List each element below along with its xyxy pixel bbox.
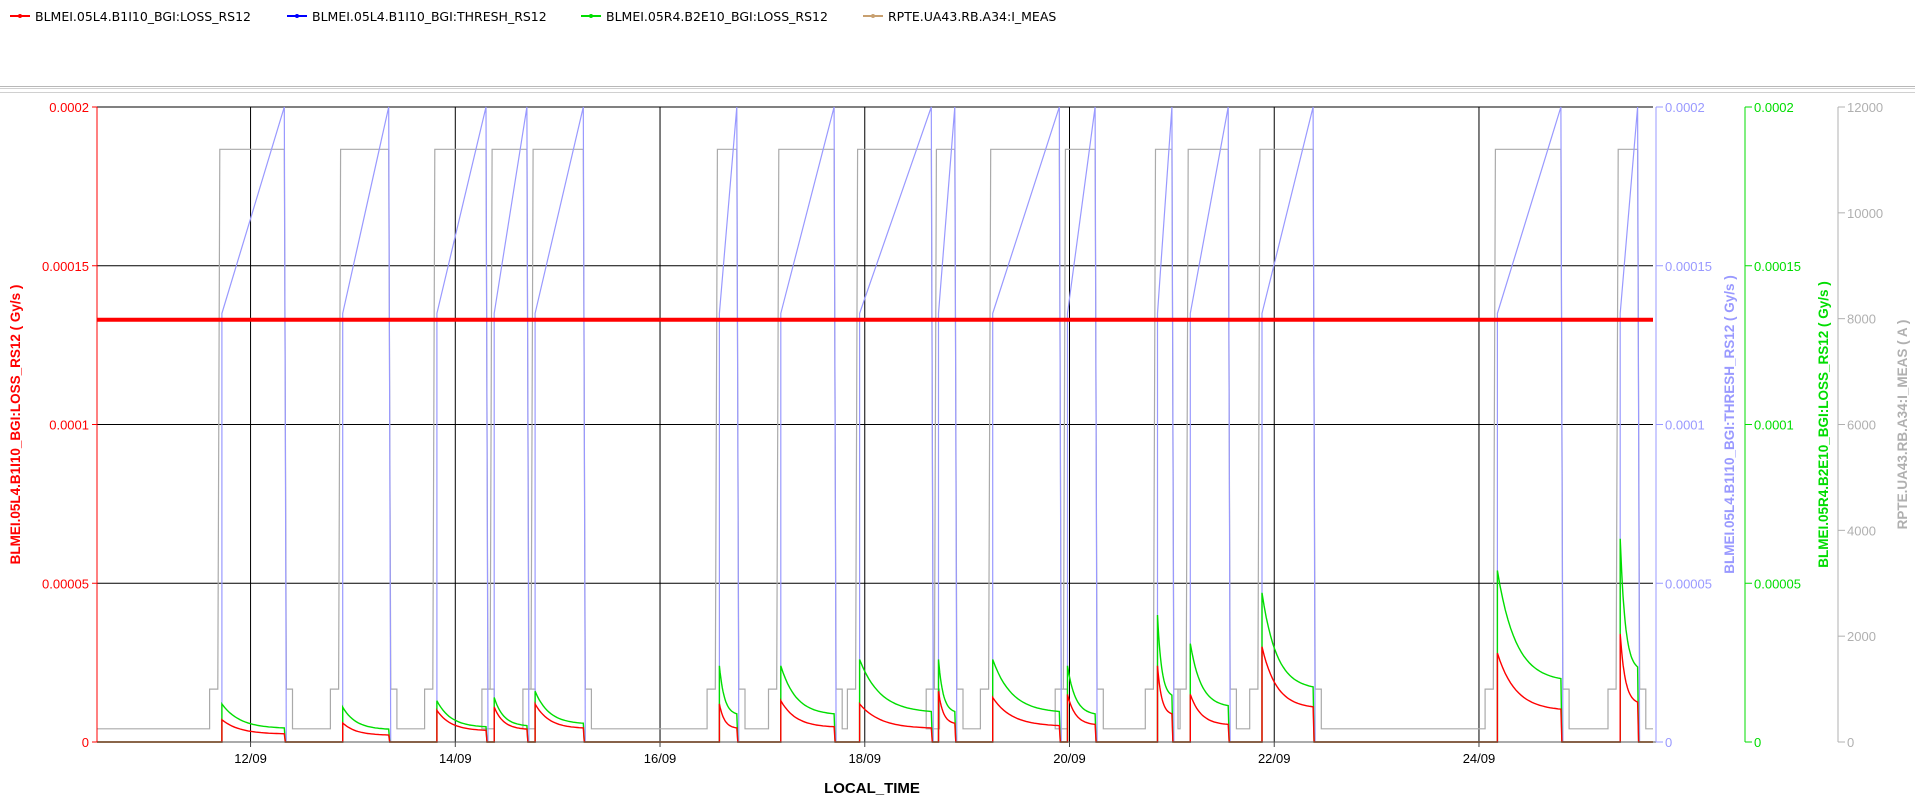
legend-label: BLMEI.05R4.B2E10_BGI:LOSS_RS12 [606, 8, 828, 24]
right-tick-label: 0 [1754, 735, 1761, 750]
left-tick-label: 0.0001 [49, 418, 89, 433]
right-tick-label: 0 [1847, 735, 1854, 750]
legend-swatch-green [581, 8, 601, 24]
right-tick-label: 4000 [1847, 523, 1876, 538]
legend-swatch-red [10, 8, 30, 24]
right-tick-label: 12000 [1847, 100, 1883, 115]
right-tick-label: 0.00015 [1754, 259, 1801, 274]
left-tick-label: 0.00015 [42, 259, 89, 274]
legend-separator [0, 88, 1915, 93]
right-tick-label: 0.00015 [1665, 259, 1712, 274]
right-tick-label: 6000 [1847, 418, 1876, 433]
right-tick-label: 0 [1665, 735, 1672, 750]
right-axis-title: BLMEI.05L4.B1I10_BGI:THRESH_RS12 ( Gy/s … [1722, 275, 1737, 574]
right-tick-label: 0.0001 [1754, 418, 1794, 433]
x-tick-label: 12/09 [234, 751, 267, 766]
x-axis-label: LOCAL_TIME [824, 780, 920, 795]
axes: 12/09 14/09 16/09 18/09 20/09 22/09 24/09 0 0.00… [8, 100, 1910, 766]
right-tick-label: 2000 [1847, 629, 1876, 644]
legend-swatch-blue [287, 8, 307, 24]
right-axis-title: RPTE.UA43.RB.A34:I_MEAS ( A ) [1895, 320, 1910, 530]
right-axis-title: BLMEI.05R4.B2E10_BGI:LOSS_RS12 ( Gy/s ) [1816, 281, 1831, 568]
right-tick-label: 10000 [1847, 206, 1883, 221]
chart-area: 12/09 14/09 16/09 18/09 20/09 22/09 24/09 0 0.00… [8, 100, 1910, 795]
right-tick-label: 0.00005 [1754, 576, 1801, 591]
right-tick-label: 0.0002 [1665, 100, 1705, 115]
x-tick-label: 24/09 [1463, 751, 1496, 766]
x-tick-label: 20/09 [1053, 751, 1086, 766]
x-tick-label: 22/09 [1258, 751, 1291, 766]
legend-entry-loss-r4: BLMEI.05R4.B2E10_BGI:LOSS_RS12 [581, 8, 828, 24]
right-tick-label: 0.0001 [1665, 418, 1705, 433]
legend-entry-thresh-l4: BLMEI.05L4.B1I10_BGI:THRESH_RS12 [287, 8, 547, 24]
legend-bar: BLMEI.05L4.B1I10_BGI:LOSS_RS12 BLMEI.05L… [0, 0, 1915, 87]
legend-label: BLMEI.05L4.B1I10_BGI:LOSS_RS12 [35, 8, 251, 24]
left-tick-label: 0 [82, 735, 89, 750]
right-tick-label: 0.0002 [1754, 100, 1794, 115]
left-axis-title: BLMEI.05L4.B1I10_BGI:LOSS_RS12 ( Gy/s ) [8, 285, 23, 565]
legend-label: BLMEI.05L4.B1I10_BGI:THRESH_RS12 [312, 8, 547, 24]
legend-swatch-tan [863, 8, 883, 24]
right-tick-label: 8000 [1847, 312, 1876, 327]
x-tick-label: 14/09 [439, 751, 472, 766]
legend-label: RPTE.UA43.RB.A34:I_MEAS [888, 8, 1057, 24]
right-tick-label: 0.00005 [1665, 576, 1712, 591]
left-tick-label: 0.00005 [42, 576, 89, 591]
x-tick-label: 16/09 [644, 751, 677, 766]
x-tick-label: 18/09 [848, 751, 881, 766]
legend-entry-current: RPTE.UA43.RB.A34:I_MEAS [863, 8, 1056, 24]
legend-entry-loss-l4: BLMEI.05L4.B1I10_BGI:LOSS_RS12 [10, 8, 251, 24]
left-tick-label: 0.0002 [49, 100, 89, 115]
